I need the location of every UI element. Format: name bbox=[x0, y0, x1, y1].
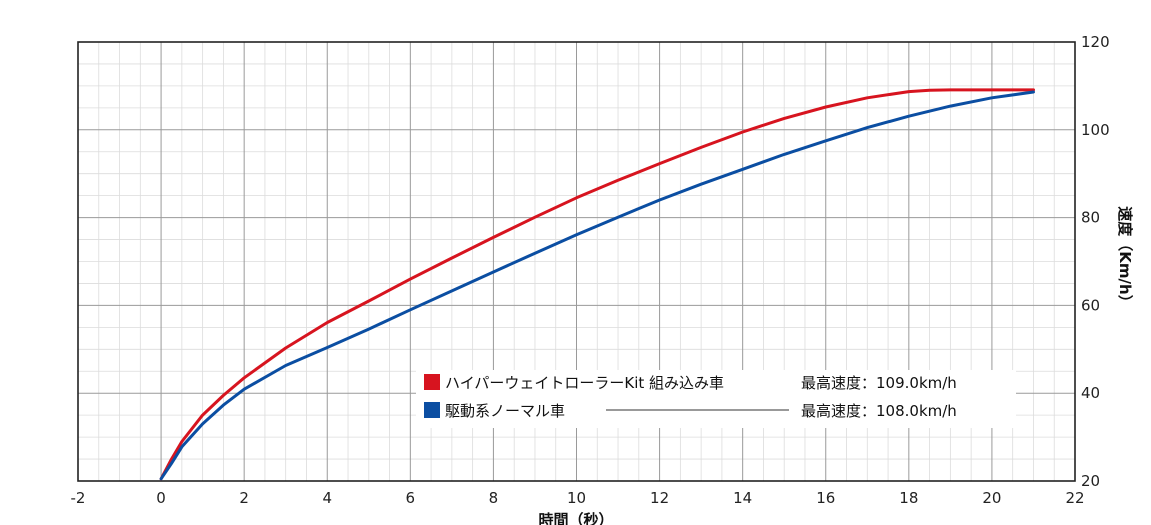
y-tick-label: 100 bbox=[1081, 121, 1110, 139]
plot-frame bbox=[77, 41, 1076, 482]
x-axis-title: 時間（秒） bbox=[538, 511, 613, 525]
x-tick-label: 6 bbox=[406, 489, 416, 507]
y-axis-title: 速度（Km/h） bbox=[1116, 206, 1134, 309]
legend-background bbox=[416, 370, 1016, 428]
x-tick-label: 10 bbox=[567, 489, 586, 507]
y-tick-label: 120 bbox=[1081, 33, 1110, 51]
legend-label-series-2: 駆動系ノーマル車 bbox=[445, 402, 565, 420]
legend-swatch-red bbox=[424, 374, 440, 390]
series-line-1 bbox=[159, 88, 1035, 481]
x-tick-label: 14 bbox=[733, 489, 752, 507]
series-line-2 bbox=[159, 90, 1035, 481]
legend-note-series-2: 最高速度：108.0km/h bbox=[801, 402, 957, 420]
series-layer bbox=[159, 88, 1035, 481]
x-tick-label: 4 bbox=[322, 489, 332, 507]
y-tick-label: 20 bbox=[1081, 472, 1100, 490]
x-tick-label: 18 bbox=[899, 489, 918, 507]
y-tick-label: 80 bbox=[1081, 209, 1100, 227]
legend-swatch-blue bbox=[424, 402, 440, 418]
x-tick-label: 16 bbox=[816, 489, 835, 507]
x-axis-ticks: -2 0 2 4 6 8 10 12 14 16 18 20 22 bbox=[71, 489, 1085, 507]
x-tick-label: 12 bbox=[650, 489, 669, 507]
x-tick-label: 20 bbox=[982, 489, 1001, 507]
x-tick-label: 0 bbox=[156, 489, 166, 507]
x-tick-label: -2 bbox=[71, 489, 86, 507]
legend: ハイパーウェイトローラーKit 組み込み車 最高速度：109.0km/h 駆動系… bbox=[416, 370, 1016, 428]
x-tick-label: 22 bbox=[1065, 489, 1084, 507]
legend-label-series-1: ハイパーウェイトローラーKit 組み込み車 bbox=[445, 374, 724, 392]
x-tick-label: 8 bbox=[489, 489, 499, 507]
x-tick-label: 2 bbox=[239, 489, 249, 507]
y-tick-label: 40 bbox=[1081, 384, 1100, 402]
y-axis-ticks: 20 40 60 80 100 120 bbox=[1081, 33, 1110, 490]
y-tick-label: 60 bbox=[1081, 296, 1100, 314]
legend-note-series-1: 最高速度：109.0km/h bbox=[801, 374, 957, 392]
